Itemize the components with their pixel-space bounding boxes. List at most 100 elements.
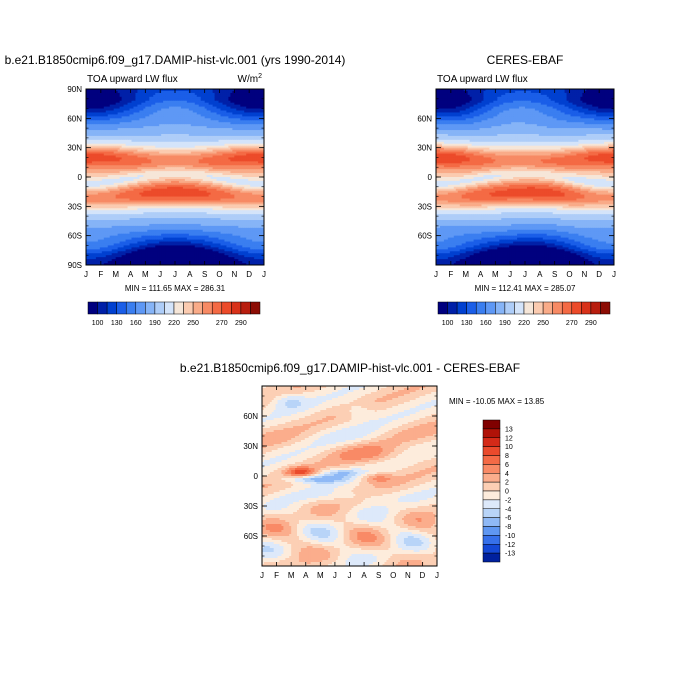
field-cell (248, 188, 251, 192)
field-cell (103, 186, 107, 190)
field-cell (99, 94, 103, 98)
field-cell (135, 133, 138, 137)
field-cell (226, 133, 229, 137)
field-cell (135, 165, 138, 168)
field-cell (180, 177, 184, 180)
field-cell (143, 114, 146, 117)
field-cell (169, 137, 172, 141)
field-cell (250, 143, 253, 147)
field-cell (99, 165, 103, 168)
field-cell (86, 98, 89, 102)
field-cell (236, 133, 239, 137)
field-cell (190, 128, 194, 131)
field-cell (194, 145, 198, 149)
field-cell (204, 186, 208, 190)
field-cell (208, 98, 211, 102)
field-cell (157, 137, 160, 141)
field-cell (129, 139, 132, 143)
field-cell (171, 178, 174, 182)
field-cell (107, 90, 111, 94)
field-cell (101, 182, 105, 186)
field-cell (234, 124, 237, 127)
field-cell (210, 104, 213, 107)
field-cell (133, 122, 136, 125)
field-cell (224, 180, 227, 184)
field-cell (230, 186, 233, 190)
field-cell (246, 180, 249, 184)
field-cell (149, 196, 152, 199)
field-cell (153, 98, 156, 102)
field-cell (133, 178, 136, 182)
field-cell (182, 153, 186, 156)
field-cell (157, 151, 160, 154)
field-cell (91, 89, 95, 92)
field-cell (129, 184, 132, 188)
field-cell (244, 92, 247, 96)
field-cell (176, 98, 180, 102)
field-cell (105, 190, 109, 194)
field-cell (230, 188, 233, 192)
field-cell (226, 194, 229, 197)
field-cell (153, 108, 156, 111)
field-cell (250, 98, 253, 102)
field-cell (184, 180, 188, 184)
field-cell (149, 112, 152, 115)
field-cell (141, 124, 144, 127)
field-cell (119, 161, 122, 164)
field-cell (105, 118, 109, 121)
field-cell (180, 128, 184, 131)
field-cell (115, 161, 119, 164)
field-cell (86, 192, 89, 195)
field-cell (137, 130, 140, 133)
field-cell (198, 118, 202, 121)
field-cell (178, 104, 182, 107)
field-cell (165, 186, 168, 190)
field-cell (200, 108, 204, 111)
field-cell (200, 171, 204, 174)
field-cell (196, 194, 200, 197)
field-cell (260, 180, 263, 184)
field-cell (190, 135, 194, 139)
field-cell (238, 98, 241, 102)
field-cell (133, 104, 136, 107)
field-cell (151, 178, 154, 182)
field-cell (119, 137, 122, 141)
field-cell (103, 126, 107, 129)
field-cell (202, 190, 206, 194)
field-cell (190, 96, 194, 100)
field-cell (180, 161, 184, 164)
field-cell (204, 124, 208, 127)
field-cell (93, 147, 97, 151)
field-cell (178, 133, 182, 137)
field-cell (105, 149, 109, 152)
field-cell (137, 161, 140, 164)
field-cell (97, 98, 101, 102)
field-cell (240, 190, 243, 194)
field-cell (184, 137, 188, 141)
field-cell (248, 151, 251, 154)
field-cell (173, 114, 176, 117)
field-cell (216, 120, 219, 123)
field-cell (147, 135, 150, 139)
field-cell (254, 137, 257, 141)
field-cell (244, 137, 247, 141)
field-cell (125, 165, 128, 168)
field-cell (222, 149, 225, 152)
field-cell (153, 173, 156, 176)
field-cell (117, 124, 121, 127)
field-cell (208, 139, 211, 143)
field-cell (224, 190, 227, 194)
field-cell (230, 114, 233, 117)
field-cell (246, 139, 249, 143)
field-cell (258, 120, 261, 123)
field-cell (194, 128, 198, 131)
field-cell (212, 126, 215, 129)
field-cell (218, 145, 221, 149)
field-cell (135, 124, 138, 127)
field-cell (147, 126, 150, 129)
field-cell (101, 126, 105, 129)
field-cell (169, 163, 172, 166)
field-cell (194, 92, 198, 96)
field-cell (103, 161, 107, 164)
field-cell (188, 100, 192, 104)
